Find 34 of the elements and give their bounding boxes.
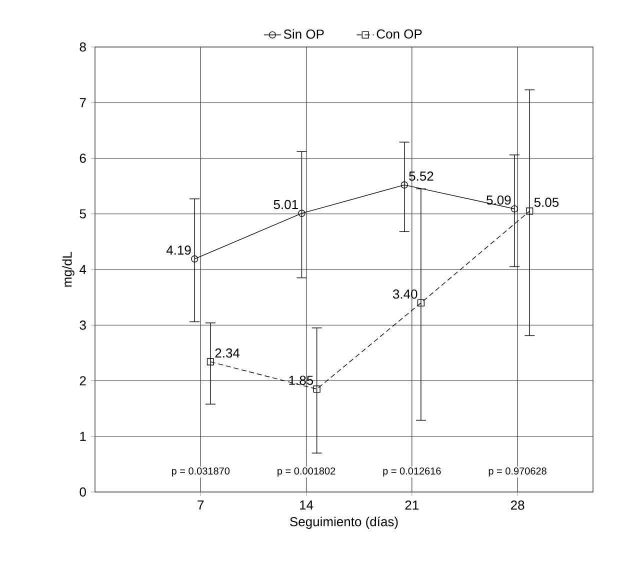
x-tick-label: 28 xyxy=(510,500,524,510)
y-tick-label: 2 xyxy=(80,376,86,386)
point xyxy=(206,358,214,366)
x-axis-title: Seguimiento (días) xyxy=(290,516,398,529)
point xyxy=(400,181,408,188)
point xyxy=(298,210,306,217)
x-tick-label: 14 xyxy=(300,500,314,510)
y-tick-label: 7 xyxy=(80,98,86,108)
y-tick-label: 1 xyxy=(80,432,86,441)
legend-label: Sin OP xyxy=(284,29,324,39)
annotation: p = 0.970628 xyxy=(488,467,546,477)
x-tick-label: 21 xyxy=(405,500,419,510)
y-tick-label: 8 xyxy=(80,42,86,52)
y-tick-label: 5 xyxy=(80,209,86,218)
point xyxy=(191,255,198,262)
point xyxy=(526,208,534,215)
data-label: 5.09 xyxy=(486,195,511,205)
y-axis-title: mg/dL xyxy=(62,252,74,287)
data-label: 2.34 xyxy=(215,348,240,358)
point xyxy=(417,299,425,306)
point xyxy=(510,205,518,212)
y-tick-label: 3 xyxy=(80,320,86,330)
annotation: p = 0.031870 xyxy=(172,467,230,477)
legend-label: Con OP xyxy=(376,29,422,39)
x-tick-label: 7 xyxy=(198,500,204,510)
y-tick-label: 0 xyxy=(80,487,86,497)
y-tick-label: 4 xyxy=(80,265,86,274)
point xyxy=(313,386,320,393)
annotation: p = 0.001802 xyxy=(278,467,336,477)
y-tick-label: 6 xyxy=(80,154,86,163)
data-label: 5.05 xyxy=(534,198,559,207)
annotation: p = 0.012616 xyxy=(383,467,441,477)
data-label: 5.01 xyxy=(274,200,298,210)
data-label: 4.19 xyxy=(166,246,191,255)
